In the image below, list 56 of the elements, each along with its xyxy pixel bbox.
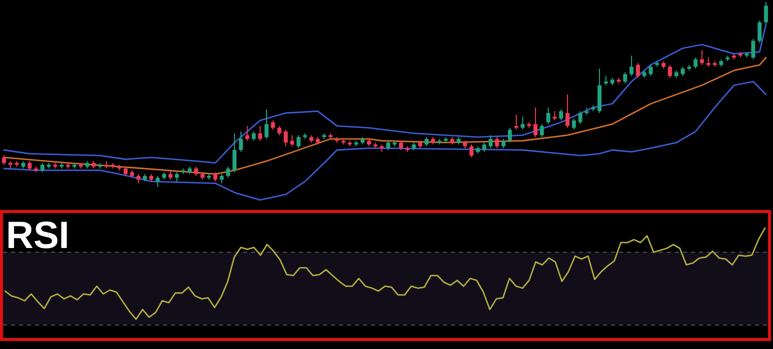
- candlestick: [40, 162, 44, 173]
- candlestick: [680, 66, 685, 76]
- candlestick: [668, 64, 672, 78]
- candlestick: [700, 50, 704, 66]
- candlestick: [264, 108, 269, 140]
- candlestick: [213, 172, 218, 182]
- candlestick: [238, 131, 243, 152]
- candlestick: [706, 57, 710, 68]
- candlestick: [623, 72, 628, 84]
- candlestick: [565, 94, 570, 128]
- chart-title: RSI: [6, 215, 70, 257]
- candlestick: [488, 134, 493, 149]
- candlestick: [469, 144, 474, 158]
- candlestick: [270, 120, 275, 130]
- candlestick: [501, 138, 506, 149]
- candlestick: [290, 134, 294, 147]
- candlestick: [604, 76, 608, 86]
- candlestick: [386, 140, 390, 150]
- candlestick: [168, 170, 172, 180]
- candlestick: [258, 125, 262, 142]
- candlestick: [514, 114, 518, 130]
- candlestick: [533, 106, 538, 138]
- candlestick: [220, 174, 224, 184]
- candlestick: [758, 20, 762, 44]
- candlestick: [424, 136, 429, 147]
- candlestick: [284, 129, 288, 147]
- candlestick: [136, 174, 140, 184]
- candlestick: [694, 57, 698, 70]
- candlestick: [226, 166, 230, 178]
- candlestick: [508, 127, 512, 144]
- candlestick: [495, 136, 500, 149]
- candlestick: [232, 132, 237, 173]
- candlestick: [2, 155, 6, 166]
- candlestick: [194, 166, 198, 176]
- candlestick: [578, 110, 582, 125]
- candlestick: [399, 140, 404, 150]
- candlestick: [546, 106, 550, 125]
- candlestick: [156, 175, 160, 188]
- candlestick: [482, 142, 486, 152]
- candlestick: [572, 118, 576, 130]
- candlestick: [540, 124, 544, 138]
- candlestick: [520, 116, 525, 130]
- candlestick: [636, 62, 640, 78]
- candlestick: [751, 38, 756, 60]
- candlestick: [764, 2, 768, 25]
- candlestick: [648, 64, 653, 76]
- candlestick: [630, 55, 634, 76]
- candlestick: [28, 160, 32, 171]
- candlestick: [245, 125, 250, 142]
- candlestick: [296, 134, 301, 149]
- candlestick: [124, 166, 128, 176]
- candlestick: [277, 125, 282, 136]
- candlestick: [559, 108, 564, 121]
- candlestick: [552, 110, 557, 121]
- candlestick: [174, 172, 179, 182]
- candlestick: [252, 131, 256, 142]
